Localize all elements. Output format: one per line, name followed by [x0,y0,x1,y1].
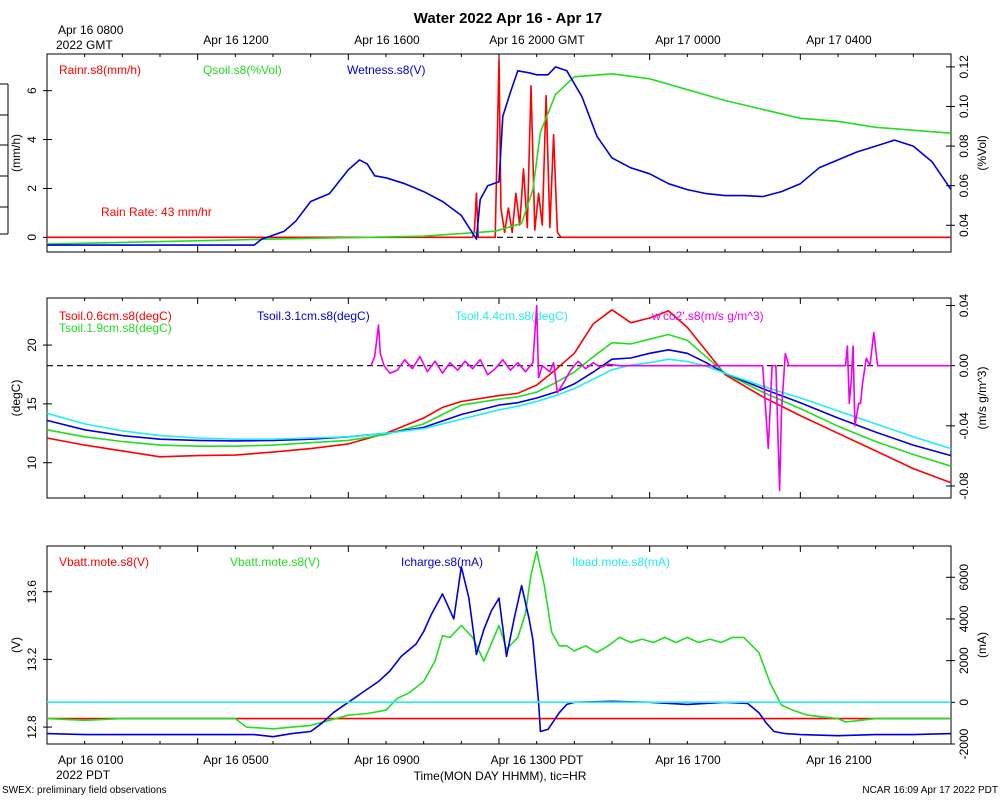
series-line [47,66,952,246]
right-y-tick-label: 0 [957,699,971,706]
right-y-tick-label: -0.04 [957,412,971,440]
right-axis-title: (mA) [975,632,989,658]
bottom-axis-start-date: Apr 16 0100 [58,753,124,767]
plot-frame [46,545,952,745]
left-y-tick-label: 10 [25,456,39,470]
right-axis-title: (m/s g/m^3) [975,367,989,430]
plot-frame [46,297,952,499]
series-line [46,358,952,450]
series-line [46,333,952,467]
legend-entry: Qsoil.s8(%Vol) [203,63,282,77]
rain-rate-annotation: Rain Rate: 43 mm/hr [101,205,212,219]
series-line [370,304,951,492]
series-line [46,550,951,730]
x-axis-label: Time(MON DAY HHMM), tic=HR [414,769,587,783]
left-y-tick-label: 13.2 [25,647,39,671]
left-axis-title: (mm/h) [9,134,23,172]
series-line [46,566,952,738]
top-tick-label: Apr 16 1600 [354,33,420,47]
left-axis-title: (V) [9,637,23,653]
footer-timestamp: NCAR 16:09 Apr 17 2022 PDT [862,785,998,796]
top-axis-start-zone: 2022 GMT [56,38,113,52]
series-line [46,349,952,457]
bottom-axis-start-zone: 2022 PDT [56,768,111,782]
legend-entry: Vbatt.mote.s8(V) [230,555,320,569]
right-y-tick-label: -2000 [957,728,971,759]
legend-entry: Tsoil.4.4cm.s8(degC) [455,309,568,323]
left-y-tick-label: 4 [25,136,39,143]
top-tick-label: Apr 16 2000 GMT [489,33,585,47]
legend-entry: Tsoil.3.1cm.s8(degC) [257,309,370,323]
bottom-tick-label: Apr 16 2100 [806,753,872,767]
right-y-tick-label: 0.10 [957,94,971,118]
legend-entry: Rainr.s8(mm/h) [59,63,141,77]
legend-entry: Wetness.s8(V) [347,63,425,77]
legend-entry: w'co2'.s8(m/s g/m^3) [651,309,764,323]
right-y-tick-label: 0.04 [957,294,971,318]
legend-entry: Tsoil.0.6cm.s8(degC) [59,309,172,323]
top-tick-label: Apr 16 1200 [203,33,269,47]
left-y-tick-label: 13.6 [25,580,39,604]
footer-note: SWEX: preliminary field observations [2,785,167,796]
left-y-tick-label: 20 [25,338,39,352]
bottom-tick-label: Apr 16 0900 [354,753,420,767]
right-y-tick-label: 4000 [957,605,971,632]
bottom-tick-label: Apr 16 1300 PDT [491,753,584,767]
chart-title: Water 2022 Apr 16 - Apr 17 [414,10,602,27]
left-y-tick-label: 15 [25,397,39,411]
right-y-tick-label: 0.12 [957,55,971,79]
legend-entry: Vbatt.mote.s8(V) [59,555,149,569]
left-y-tick-label: 2 [25,185,39,192]
right-y-tick-label: 6000 [957,564,971,591]
bottom-tick-label: Apr 16 0500 [203,753,269,767]
right-axis-title: (%Vol) [975,135,989,170]
top-tick-label: Apr 17 0400 [806,33,872,47]
left-axis-title: (degC) [9,380,23,417]
legend-entry: Tsoil.1.9cm.s8(degC) [59,321,172,335]
right-y-tick-label: 0.00 [957,354,971,378]
right-y-tick-label: 0.04 [957,213,971,237]
right-y-tick-label: 0.06 [957,174,971,198]
top-tick-label: Apr 17 0000 [655,33,721,47]
right-y-tick-label: 2000 [957,647,971,674]
left-y-tick-label: 12.8 [25,715,39,739]
left-y-tick-label: 6 [25,87,39,94]
right-y-tick-label: -0.08 [957,472,971,500]
legend-entry: Icharge.s8(mA) [401,555,483,569]
left-y-tick-label: 0 [25,234,39,241]
bottom-tick-label: Apr 16 1700 [655,753,721,767]
series-line [47,58,951,239]
legend-entry: Iload.mote.s8(mA) [572,555,670,569]
series-line [46,73,952,245]
series-line [46,309,952,484]
right-y-tick-label: 0.08 [957,134,971,158]
top-axis-start-date: Apr 16 0800 [58,23,124,37]
